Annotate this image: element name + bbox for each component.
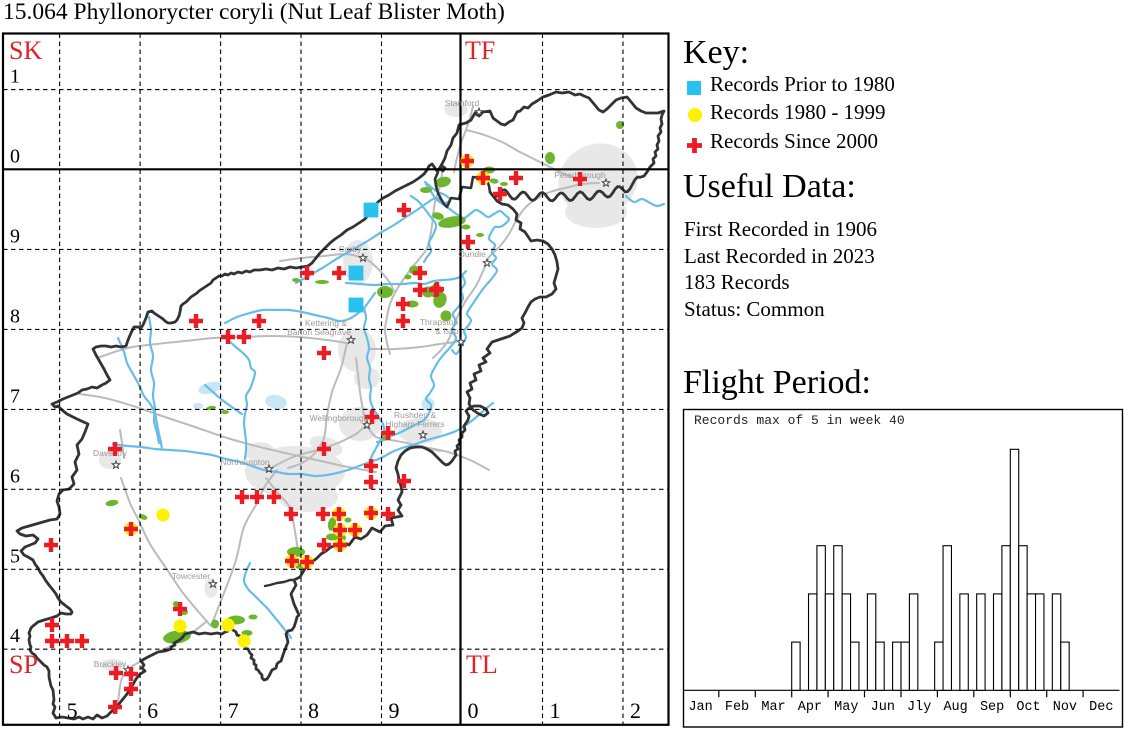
svg-text:Jan: Jan	[688, 700, 712, 715]
svg-text:Stamford: Stamford	[445, 98, 480, 108]
svg-text:Jun: Jun	[871, 700, 895, 715]
svg-text:Dec: Dec	[1089, 700, 1113, 715]
svg-text:0: 0	[10, 145, 20, 167]
svg-text:Aug: Aug	[943, 700, 967, 715]
svg-text:8: 8	[10, 305, 20, 327]
svg-text:Oundle: Oundle	[458, 249, 486, 259]
svg-text:Apr: Apr	[798, 700, 822, 715]
svg-text:1: 1	[550, 698, 561, 723]
svg-text:Higham Ferrers: Higham Ferrers	[385, 419, 444, 429]
svg-text:Sep: Sep	[980, 700, 1004, 715]
svg-text:8: 8	[308, 698, 319, 723]
svg-text:Brackley: Brackley	[94, 659, 127, 669]
svg-text:2: 2	[630, 698, 641, 723]
svg-text:5: 5	[67, 698, 78, 723]
svg-text:Nov: Nov	[1053, 700, 1077, 715]
svg-text:SP: SP	[9, 650, 38, 679]
svg-text:Barton Seagrave: Barton Seagrave	[287, 327, 351, 337]
svg-text:0: 0	[468, 698, 479, 723]
svg-text:9: 9	[10, 225, 20, 247]
svg-text:5: 5	[10, 545, 20, 567]
svg-text:1: 1	[10, 66, 20, 88]
svg-text:Records max of 5 in week 40: Records max of 5 in week 40	[694, 413, 905, 428]
svg-text:Towcester: Towcester	[172, 571, 210, 581]
svg-text:6: 6	[147, 698, 158, 723]
svg-text:Rushden &: Rushden &	[394, 410, 436, 420]
svg-text:Daventry: Daventry	[93, 448, 128, 458]
svg-text:May: May	[834, 700, 858, 715]
svg-text:Corby: Corby	[339, 244, 362, 254]
svg-text:Feb: Feb	[725, 700, 749, 715]
svg-text:Mar: Mar	[761, 700, 785, 715]
svg-text:Kettering &: Kettering &	[305, 318, 347, 328]
svg-text:7: 7	[10, 385, 20, 407]
svg-text:TL: TL	[466, 650, 498, 679]
svg-text:6: 6	[10, 465, 20, 487]
svg-text:Oct: Oct	[1016, 700, 1040, 715]
svg-text:Wellingborough: Wellingborough	[310, 413, 369, 423]
svg-text:SK: SK	[9, 36, 42, 65]
svg-text:& Islip: & Islip	[435, 326, 458, 336]
svg-text:4: 4	[10, 625, 20, 647]
svg-text:TF: TF	[465, 36, 495, 65]
svg-text:Jly: Jly	[907, 700, 931, 715]
svg-text:Thrapston: Thrapston	[420, 317, 459, 327]
svg-text:9: 9	[389, 698, 400, 723]
svg-text:Northampton: Northampton	[220, 457, 269, 467]
svg-text:7: 7	[228, 698, 239, 723]
